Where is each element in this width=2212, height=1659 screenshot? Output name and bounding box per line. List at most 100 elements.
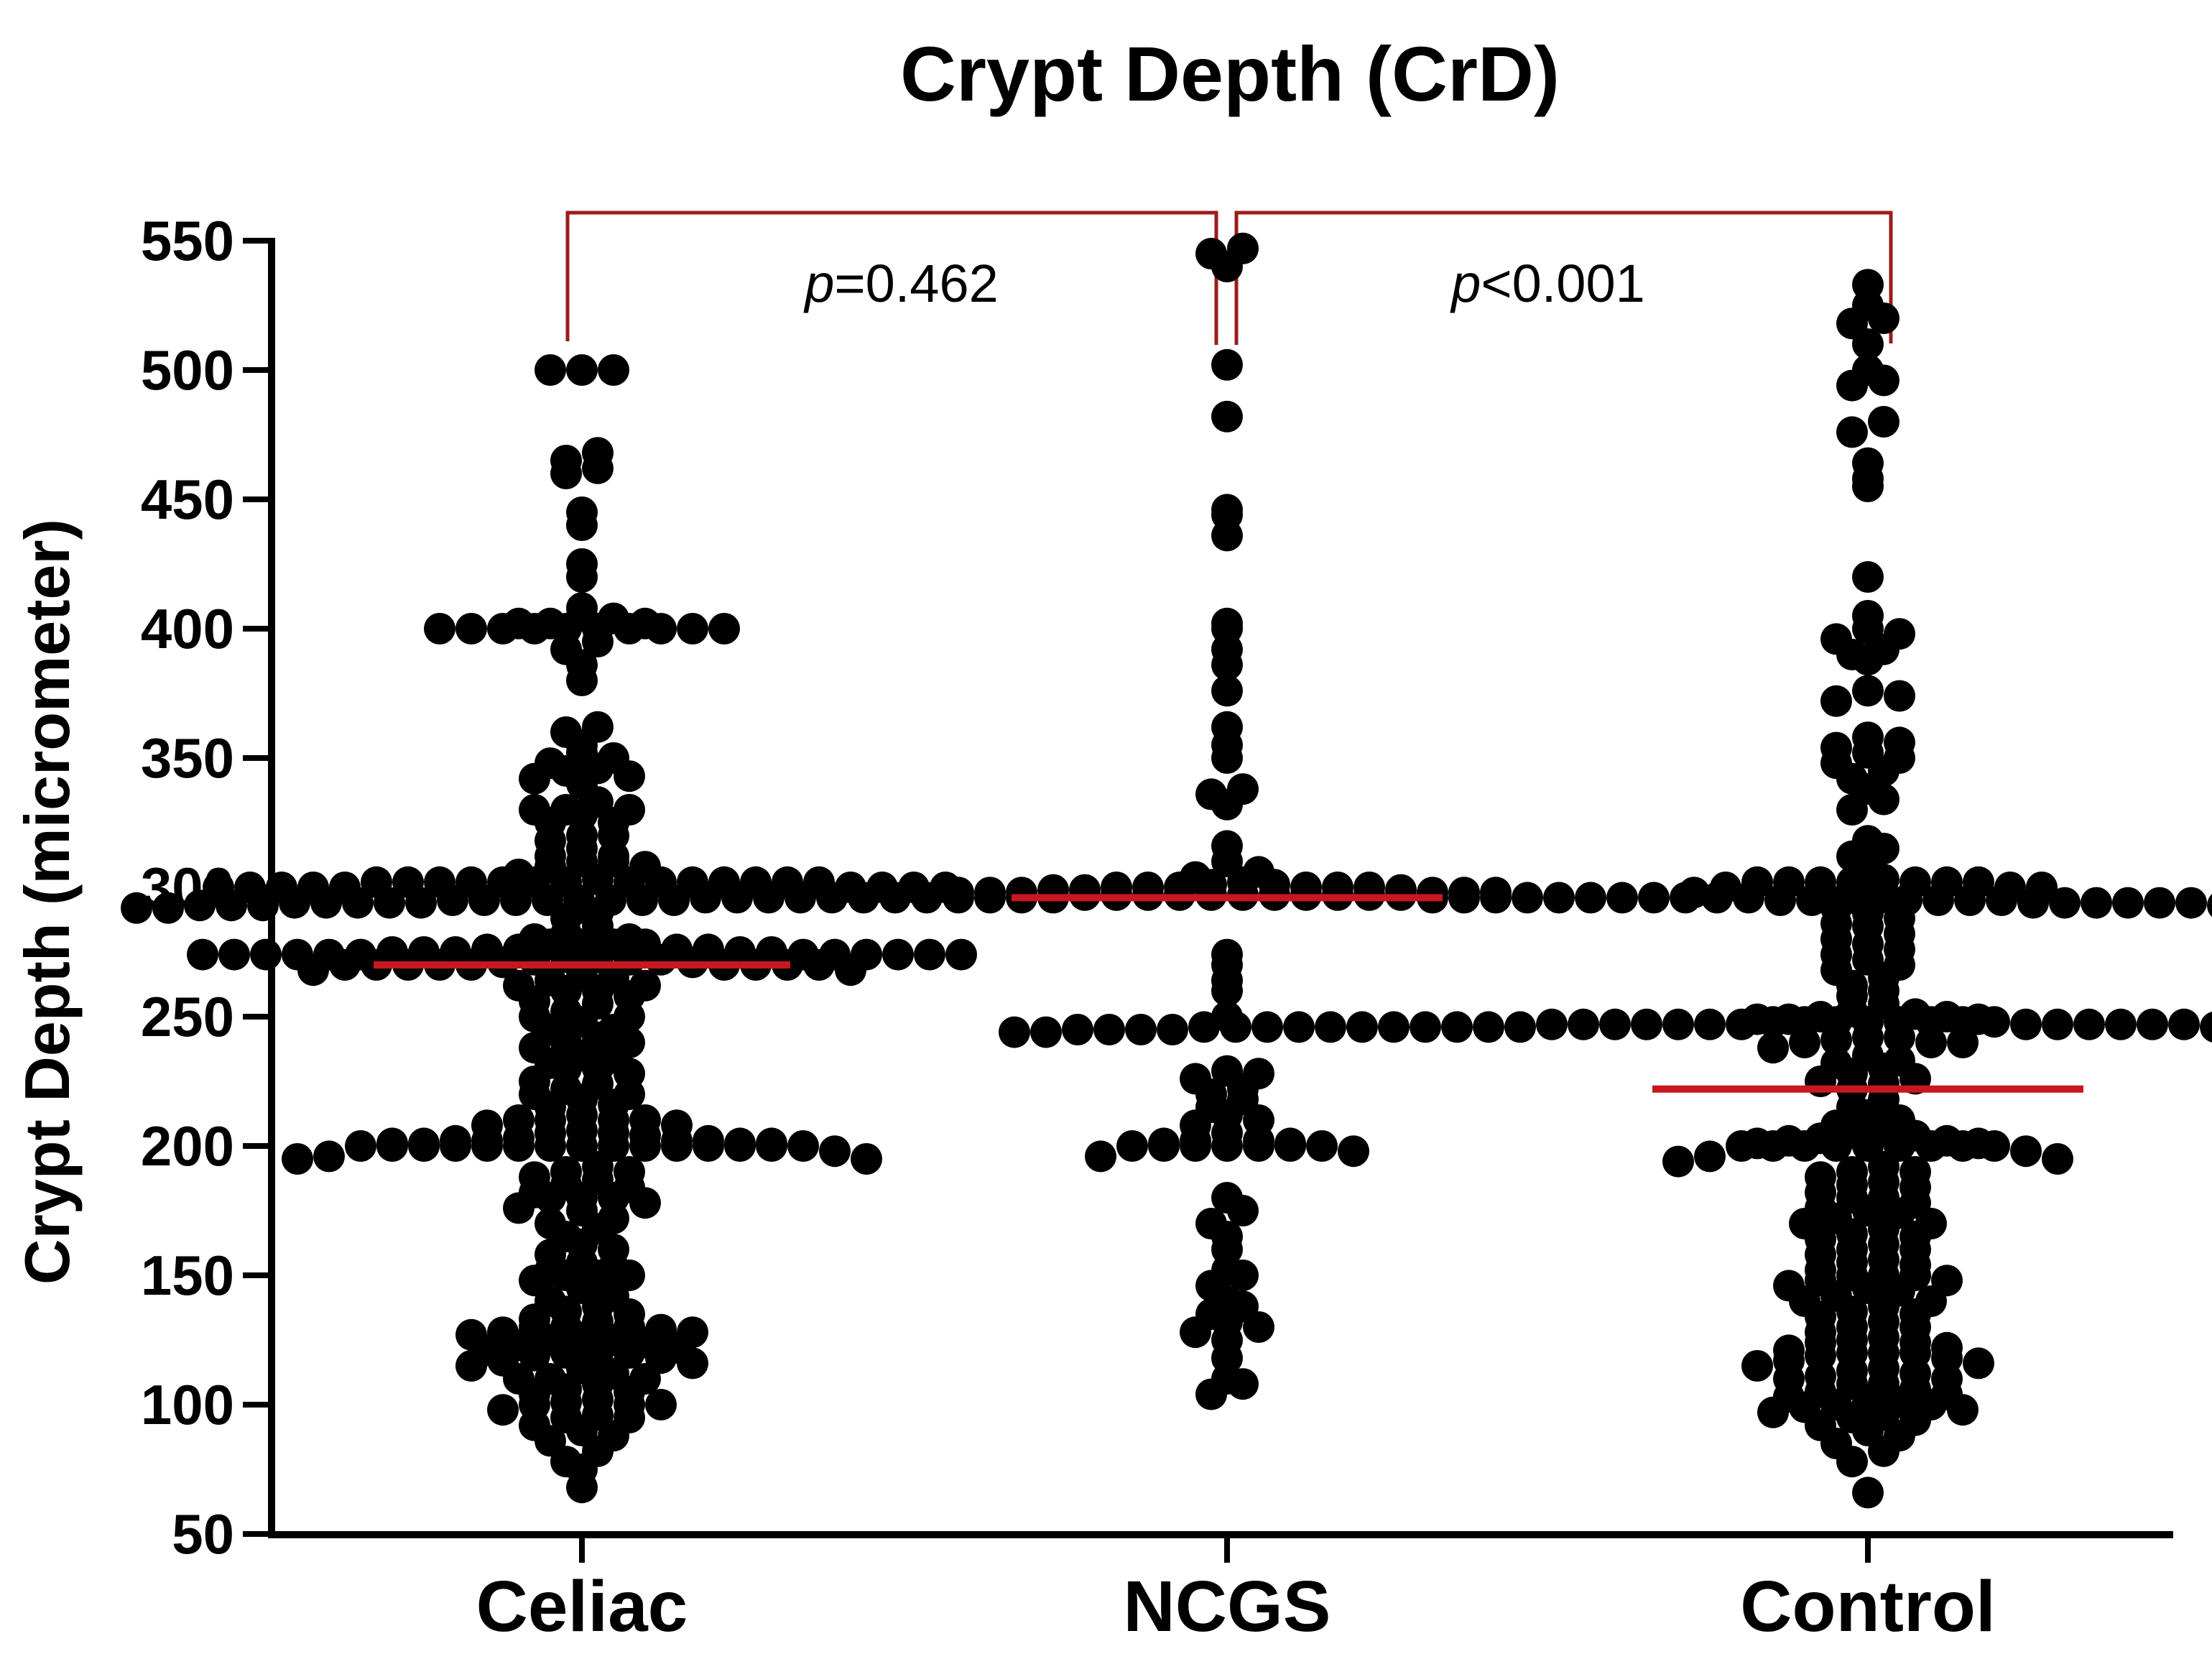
p-value-label: p<0.001 [1450,254,1645,313]
data-point-celiac [614,613,645,644]
data-point-celiac [645,1389,677,1420]
data-point-ncgs [974,882,1006,914]
data-point-control [1852,1477,1884,1509]
data-point-control [2200,1011,2212,1043]
data-point-ncgs [2144,887,2175,919]
y-tick-label: 200 [141,1114,234,1178]
x-tick-label-celiac: Celiac [476,1566,688,1647]
data-point-ncgs [1512,882,1543,914]
y-tick-label: 100 [141,1373,234,1436]
data-point-ncgs [753,882,785,914]
data-point-control [1757,1396,1789,1428]
data-point-control [1694,1140,1726,1173]
data-point-control [1599,1008,1631,1040]
data-point-ncgs [1480,882,1512,914]
data-point-control [1836,794,1868,826]
data-point-control [2105,1008,2137,1040]
data-point-ncgs [1195,1378,1227,1410]
data-point-ncgs [1211,649,1243,681]
data-point-control [1030,1016,1062,1048]
data-point-celiac [566,561,598,593]
data-point-ncgs [1211,1130,1243,1162]
data-point-celiac [376,1130,408,1162]
data-point-ncgs [310,887,342,919]
data-point-ncgs [1116,1130,1148,1162]
data-point-control [1662,1008,1694,1040]
data-point-control [1283,1011,1315,1043]
data-point-control [1947,1130,1979,1162]
data-point-control [1947,1394,1979,1426]
data-point-celiac [503,1192,535,1224]
data-point-ncgs [848,882,879,914]
data-point-control [1868,783,1899,815]
data-point-control [1979,1130,2010,1162]
data-point-control [1947,1027,1979,1058]
data-point-celiac [614,760,645,792]
data-point-celiac [535,354,566,386]
data-point-ncgs [1606,882,1638,914]
data-point-control [1773,866,1805,898]
data-point-control [1757,1006,1789,1038]
data-point-celiac [629,1187,661,1219]
data-point-control [1093,1014,1125,1045]
data-point-ncgs [1306,1130,1338,1162]
data-point-ncgs [1211,251,1243,282]
data-point-control [1710,872,1741,903]
data-point-celiac [677,1347,708,1380]
y-tick-label: 400 [141,597,234,660]
data-point-control [1473,1011,1504,1043]
data-point-ncgs [437,884,468,916]
data-point-control [1884,680,1915,712]
data-point-ncgs [1211,675,1243,707]
data-point-celiac [598,354,629,386]
data-point-control [2168,1008,2200,1040]
data-point-celiac [629,1130,661,1162]
data-point-ncgs [1575,882,1606,914]
data-point-ncgs [216,889,247,922]
data-point-control [1805,866,1836,898]
data-point-control [1757,1032,1789,1064]
data-point-ncgs [500,884,532,916]
data-point-celiac [819,1135,851,1168]
data-point-ncgs [2175,887,2207,919]
data-point-ncgs [279,887,310,919]
data-point-ncgs [785,882,816,914]
data-point-ncgs [911,882,943,914]
data-point-control [1504,1011,1536,1043]
data-point-ncgs [1243,1311,1274,1343]
data-point-ncgs [2049,887,2081,919]
data-point-celiac [187,938,218,971]
data-point-control [1852,328,1884,360]
data-point-celiac [535,1182,566,1214]
comparison-brackets: p=0.462 p<0.001 [565,211,1893,345]
data-point-control [1836,1446,1868,1478]
y-axis-label: Crypt Depth (micrometer) [11,519,83,1285]
data-point-control [1852,471,1884,502]
data-point-control [1915,1027,1947,1058]
data-point-control [1868,364,1899,397]
data-point-celiac [835,954,866,986]
data-point-ncgs [2081,887,2112,919]
data-point-control [1378,1011,1410,1043]
data-point-celiac [566,665,598,696]
data-point-ncgs [405,887,437,919]
data-point-control [1757,1130,1789,1162]
data-point-ncgs [1338,1135,1369,1168]
y-tick-label: 150 [141,1244,234,1307]
data-point-control [1125,1014,1157,1045]
data-point-ncgs [1274,1130,1306,1162]
data-point-celiac [329,949,361,981]
median-lines-layer [374,894,2083,1093]
data-point-ncgs [247,889,279,922]
y-tick-label: 450 [141,468,234,531]
data-point-celiac [250,938,282,971]
y-tick-label: 500 [141,338,234,402]
data-point-ncgs [1227,1195,1259,1226]
y-tick-label: 350 [141,726,234,790]
data-point-control [1852,561,1884,593]
data-point-ncgs [2112,887,2144,919]
data-point-control [1963,866,1994,898]
comparison-bracket [565,211,1218,345]
data-point-control [1694,1008,1726,1040]
